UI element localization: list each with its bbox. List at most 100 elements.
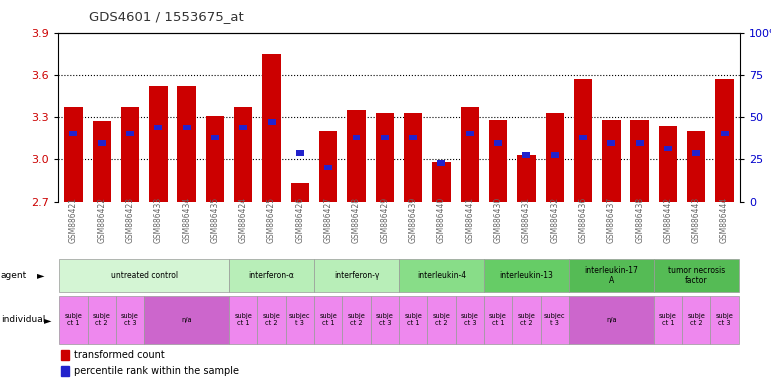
Text: subje
ct 2: subje ct 2 (93, 313, 111, 326)
Bar (550, 152, 559, 158)
Bar (183, 125, 190, 130)
Text: GSM886442: GSM886442 (664, 197, 672, 243)
Text: subje
ct 2: subje ct 2 (687, 313, 705, 326)
Bar (608, 141, 615, 146)
Bar (371, 296, 399, 344)
Bar (664, 146, 672, 151)
Text: GSM886432: GSM886432 (550, 197, 559, 243)
Text: subje
ct 3: subje ct 3 (121, 313, 139, 326)
Bar (437, 160, 446, 166)
Bar (268, 119, 275, 125)
Text: GSM886426: GSM886426 (295, 197, 305, 243)
Bar (489, 120, 507, 202)
Text: subje
ct 1: subje ct 1 (489, 313, 507, 326)
Bar (399, 259, 484, 292)
Text: GSM886425: GSM886425 (267, 197, 276, 243)
Bar (121, 107, 140, 202)
Bar (682, 296, 710, 344)
Bar (206, 116, 224, 202)
Text: subje
ct 1: subje ct 1 (404, 313, 422, 326)
Text: subje
ct 3: subje ct 3 (461, 313, 479, 326)
Bar (399, 296, 427, 344)
Text: n/a: n/a (181, 317, 192, 323)
Bar (635, 141, 644, 146)
Text: interleukin-13: interleukin-13 (500, 271, 554, 280)
Bar (658, 126, 677, 202)
Bar (229, 259, 314, 292)
Bar (258, 296, 286, 344)
Bar (579, 135, 587, 140)
Bar (325, 165, 332, 170)
Text: GSM886424: GSM886424 (239, 197, 247, 243)
Text: GSM886437: GSM886437 (607, 197, 616, 243)
Bar (59, 296, 88, 344)
Bar (409, 135, 417, 140)
Text: subje
ct 1: subje ct 1 (65, 313, 82, 326)
Bar (512, 296, 540, 344)
Bar (484, 296, 512, 344)
Bar (296, 151, 304, 156)
Text: GSM886439: GSM886439 (409, 197, 418, 243)
Text: subje
ct 2: subje ct 2 (263, 313, 281, 326)
Bar (98, 141, 106, 146)
Bar (93, 121, 111, 202)
Bar (569, 296, 654, 344)
Text: GSM886435: GSM886435 (210, 197, 220, 243)
Bar (61, 366, 69, 376)
Bar (456, 296, 484, 344)
Text: subje
ct 3: subje ct 3 (715, 313, 733, 326)
Text: ►: ► (37, 270, 45, 281)
Bar (466, 131, 473, 136)
Text: subjec
t 3: subjec t 3 (289, 313, 311, 326)
Text: GDS4601 / 1553675_at: GDS4601 / 1553675_at (89, 10, 244, 23)
Text: subje
ct 1: subje ct 1 (234, 313, 252, 326)
Bar (286, 296, 314, 344)
Text: GSM886434: GSM886434 (182, 197, 191, 243)
Text: GSM886423: GSM886423 (126, 197, 134, 243)
Text: GSM886427: GSM886427 (324, 197, 333, 243)
Text: GSM886422: GSM886422 (97, 197, 106, 243)
Bar (59, 259, 229, 292)
Text: agent: agent (1, 271, 27, 280)
Text: subje
ct 3: subje ct 3 (376, 313, 394, 326)
Text: n/a: n/a (606, 317, 617, 323)
Text: transformed count: transformed count (73, 350, 164, 360)
Text: untreated control: untreated control (110, 271, 178, 280)
Bar (64, 107, 82, 202)
Text: individual: individual (1, 315, 45, 324)
Text: subje
ct 1: subje ct 1 (319, 313, 337, 326)
Bar (61, 351, 69, 360)
Bar (177, 86, 196, 202)
Bar (229, 296, 258, 344)
Bar (319, 131, 338, 202)
Bar (154, 125, 163, 130)
Bar (262, 54, 281, 202)
Text: interferon-α: interferon-α (249, 271, 295, 280)
Bar (692, 151, 700, 156)
Bar (569, 259, 654, 292)
Bar (484, 259, 569, 292)
Text: GSM886440: GSM886440 (437, 197, 446, 243)
Bar (523, 152, 530, 158)
Bar (234, 107, 252, 202)
Bar (540, 296, 569, 344)
Bar (211, 135, 219, 140)
Bar (88, 296, 116, 344)
Text: GSM886441: GSM886441 (465, 197, 474, 243)
Text: GSM886431: GSM886431 (522, 197, 531, 243)
Bar (314, 259, 399, 292)
Text: GSM886430: GSM886430 (493, 197, 503, 243)
Bar (494, 141, 502, 146)
Text: ►: ► (44, 314, 52, 325)
Bar (314, 296, 342, 344)
Bar (687, 131, 705, 202)
Bar (239, 125, 247, 130)
Bar (144, 296, 229, 344)
Text: interferon-γ: interferon-γ (334, 271, 379, 280)
Text: subje
ct 2: subje ct 2 (433, 313, 450, 326)
Text: GSM886436: GSM886436 (578, 197, 588, 243)
Text: interleukin-4: interleukin-4 (417, 271, 466, 280)
Bar (654, 259, 739, 292)
Bar (574, 79, 592, 202)
Bar (404, 113, 423, 202)
